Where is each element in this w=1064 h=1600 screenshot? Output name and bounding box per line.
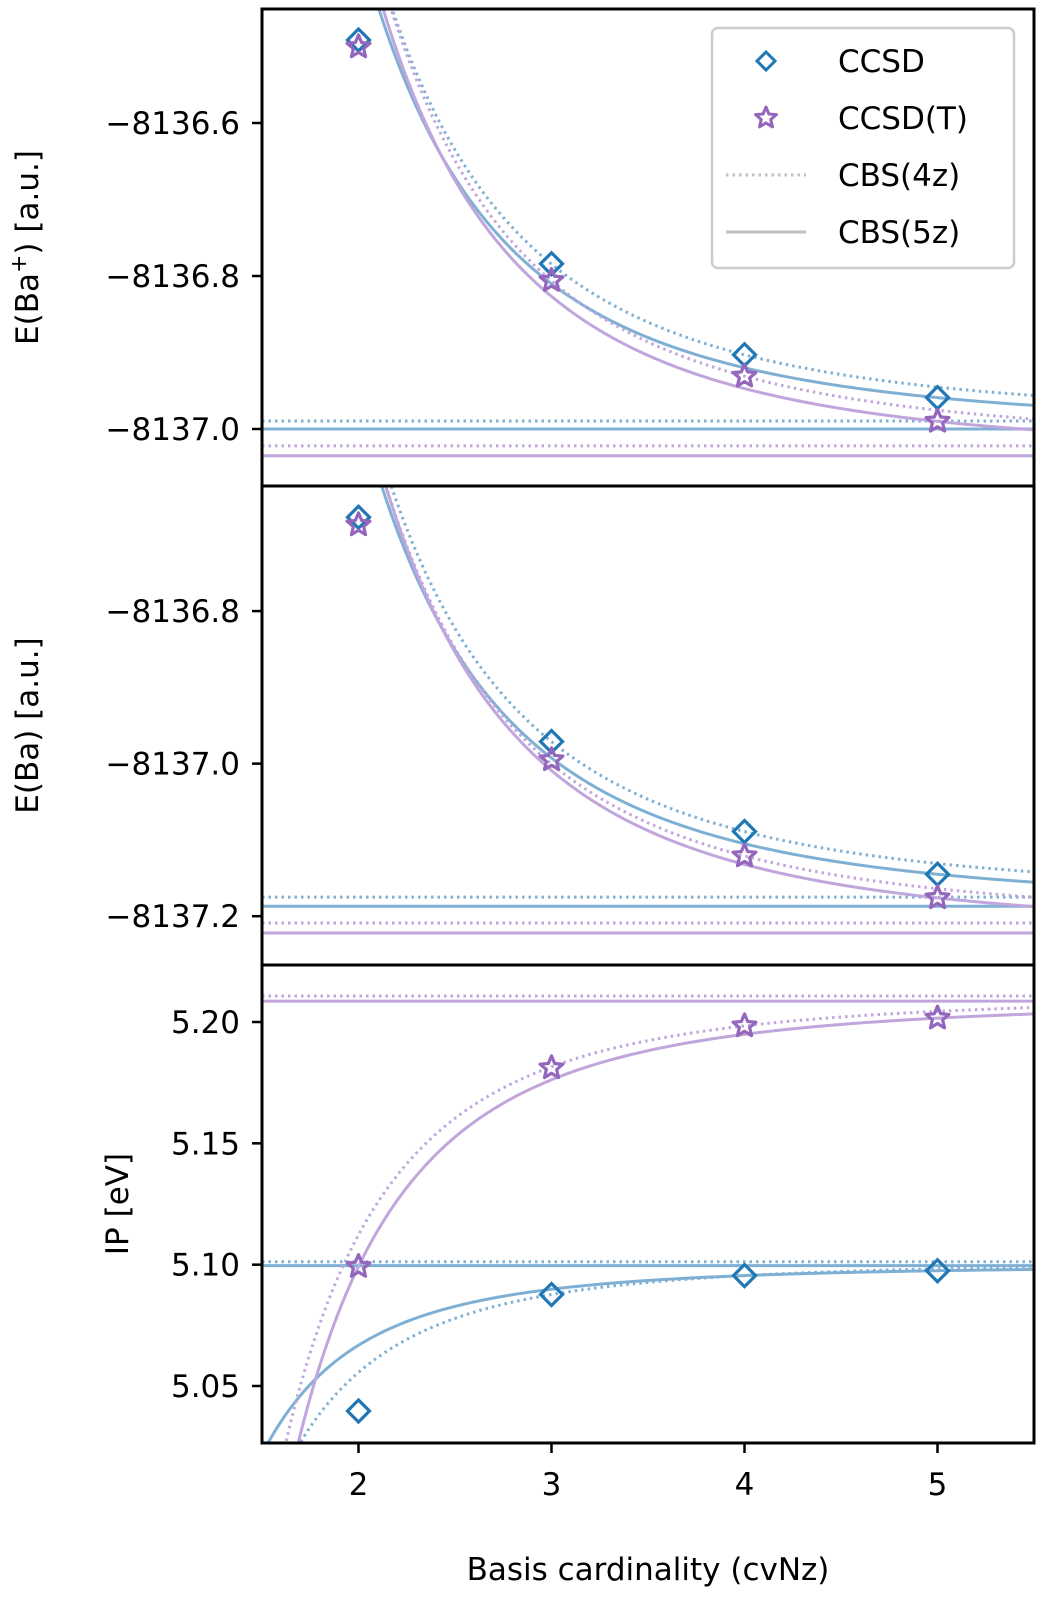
data-point-ccsd bbox=[538, 1281, 565, 1308]
extrapolation-5z-curve-ccsd bbox=[380, 486, 1034, 884]
y-tick-label: −8136.8 bbox=[106, 259, 240, 295]
plot-area bbox=[262, 486, 1034, 935]
x-tick-label: 2 bbox=[349, 1467, 369, 1503]
y-axis-label: E(Ba) [a.u.] bbox=[10, 637, 46, 813]
y-axis-label: IP [eV] bbox=[100, 1153, 136, 1255]
extrapolation-5z-curve-ccsdt bbox=[381, 9, 1034, 432]
data-point-ccsdt bbox=[345, 33, 372, 59]
plot-area bbox=[262, 994, 1034, 1443]
axes-frame bbox=[260, 963, 1036, 1445]
y-tick-label: −8137.0 bbox=[106, 747, 240, 783]
data-point-ccsdt bbox=[538, 1054, 565, 1080]
diamond-icon bbox=[754, 49, 778, 73]
legend-label: CCSD(T) bbox=[838, 101, 968, 137]
y-axis-label-tail: ) [a.u.] bbox=[10, 150, 46, 255]
extrapolation-5z-curve-ccsd bbox=[377, 9, 1034, 407]
y-axis-label: E(Ba+) [a.u.] bbox=[7, 150, 46, 345]
data-point-ccsd bbox=[345, 1397, 372, 1425]
legend-entry: CCSD bbox=[754, 44, 925, 80]
data-point-ccsd bbox=[924, 1257, 951, 1284]
star-icon bbox=[754, 105, 778, 129]
extrapolation-5z-curve-ccsdt bbox=[296, 1012, 1034, 1443]
legend-entry: CBS(5z) bbox=[726, 215, 960, 251]
y-tick-label: −8137.0 bbox=[106, 412, 240, 448]
data-point-ccsdt bbox=[731, 1012, 758, 1038]
legend-box bbox=[710, 26, 1016, 270]
y-tick-label: 5.15 bbox=[171, 1126, 240, 1162]
data-point-ccsdt bbox=[731, 842, 758, 868]
legend-entry: CBS(4z) bbox=[726, 158, 960, 194]
legend-label: CCSD bbox=[838, 44, 925, 80]
legend: CCSD CCSD(T) CBS(4z) CBS(5z) bbox=[710, 26, 1016, 270]
data-point-ccsdt bbox=[345, 1253, 372, 1278]
axes-frame bbox=[260, 484, 1036, 967]
extrapolation-4z-curve-ccsdt bbox=[284, 1006, 1034, 1443]
x-tick-label: 4 bbox=[735, 1467, 755, 1503]
extrapolation-4z-curve-ccsd bbox=[298, 1265, 1034, 1443]
data-point-ccsdt bbox=[345, 511, 372, 537]
y-tick-label: 5.10 bbox=[171, 1248, 240, 1284]
y-tick-label: −8136.8 bbox=[106, 594, 240, 630]
y-tick-label: −8137.2 bbox=[106, 899, 240, 935]
y-axis-label-superscript: + bbox=[7, 255, 32, 273]
data-point-ccsd bbox=[731, 1262, 758, 1289]
data-point-ccsdt bbox=[538, 266, 565, 292]
data-point-ccsd bbox=[538, 728, 565, 755]
panels: −8136.6 −8136.8 −8137.0 E(Ba+) [a.u.] −8136.… bbox=[7, 7, 1036, 1503]
y-tick-label: 5.20 bbox=[171, 1005, 240, 1041]
panel-middle: −8136.8 −8137.0 −8137.2 E(Ba) [a.u.] bbox=[10, 484, 1036, 967]
data-point-ccsdt bbox=[924, 884, 951, 910]
x-tick-label: 3 bbox=[542, 1467, 562, 1503]
panel-bottom: 5.20 5.15 5.10 5.05 IP [eV] 2 3 4 5 bbox=[100, 963, 1036, 1503]
y-tick-label: 5.05 bbox=[171, 1369, 240, 1405]
x-axis-label: Basis cardinality (cvNz) bbox=[467, 1552, 830, 1588]
plot-area bbox=[262, 9, 1034, 458]
data-point-ccsdt bbox=[731, 362, 758, 388]
legend-label: CBS(5z) bbox=[838, 215, 960, 251]
data-point-ccsdt bbox=[538, 746, 565, 772]
data-point-ccsd bbox=[345, 504, 372, 531]
extrapolation-5z-curve-ccsdt bbox=[384, 486, 1034, 909]
extrapolation-4z-curve-ccsdt bbox=[384, 486, 1034, 899]
legend-entry: CCSD(T) bbox=[754, 101, 968, 137]
y-tick-label: −8136.6 bbox=[106, 106, 240, 142]
data-point-ccsdt bbox=[924, 1004, 951, 1030]
x-tick-label: 5 bbox=[928, 1467, 948, 1503]
extrapolation-5z-curve-ccsd bbox=[266, 1267, 1034, 1443]
data-point-ccsd bbox=[538, 250, 565, 278]
data-point-ccsd bbox=[731, 341, 758, 369]
y-axis-label-main: E(Ba bbox=[10, 273, 46, 345]
extrapolation-4z-curve-ccsd bbox=[389, 486, 1034, 874]
legend-label: CBS(4z) bbox=[838, 158, 960, 194]
data-point-ccsdt bbox=[924, 407, 951, 433]
